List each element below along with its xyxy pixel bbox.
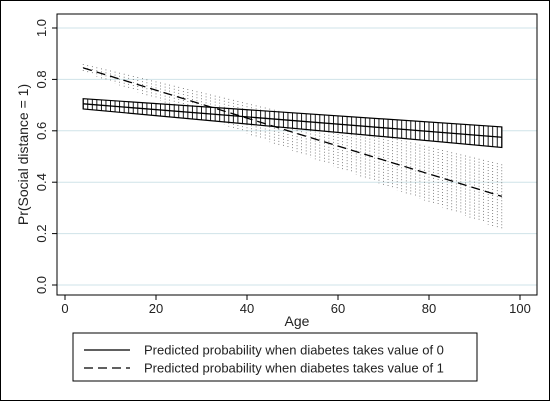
x-tick-label: 80 [422, 301, 436, 316]
x-tick-label: 100 [509, 301, 531, 316]
y-tick-label: 0.6 [34, 122, 49, 140]
grid-lines [57, 27, 537, 286]
series-lines [83, 67, 502, 197]
axes: 0 20 40 60 80 100 0.0 0.2 0.4 0.6 0.8 1.0 [34, 13, 538, 316]
y-tick-label: 0.8 [34, 70, 49, 88]
legend: Predicted probability when diabetes take… [72, 332, 478, 382]
x-tick-label: 0 [61, 301, 68, 316]
plot-area-border [56, 13, 538, 296]
x-tick-label: 60 [331, 301, 345, 316]
series-line-dashed [83, 67, 502, 197]
legend-label: Predicted probability when diabetes take… [144, 361, 444, 376]
y-axis-title: Pr(Social distance = 1) [15, 84, 31, 225]
x-tick-label: 40 [240, 301, 254, 316]
legend-box [72, 332, 478, 382]
y-tick-label: 0.4 [34, 173, 49, 191]
y-tick-label: 1.0 [34, 19, 49, 37]
y-tick-label: 0.0 [34, 276, 49, 294]
x-tick-label: 20 [149, 301, 163, 316]
series-line-solid [83, 103, 502, 138]
x-axis-title: Age [285, 313, 310, 329]
legend-label: Predicted probability when diabetes take… [144, 343, 444, 358]
y-tick-label: 0.2 [34, 225, 49, 243]
